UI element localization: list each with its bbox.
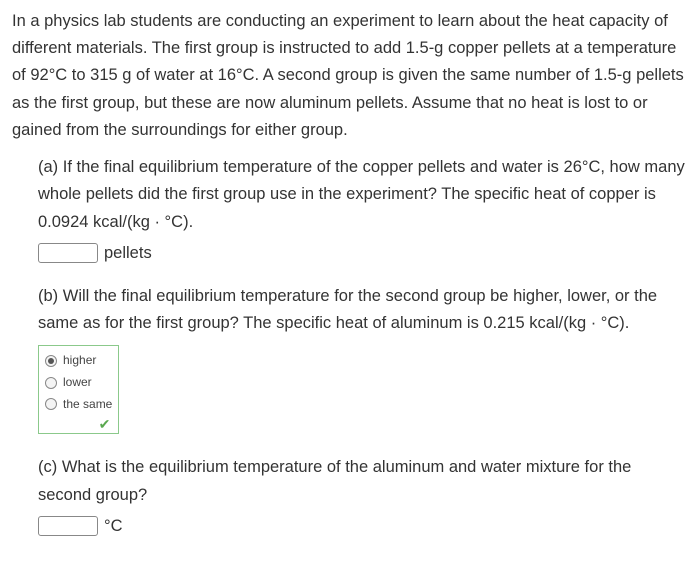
unit-a: pellets	[104, 240, 152, 267]
choice-lower[interactable]: lower	[45, 372, 112, 394]
radio-icon	[45, 377, 57, 389]
unit-c: °C	[104, 513, 123, 540]
part-b: (b) Will the final equilibrium temperatu…	[12, 283, 688, 438]
radio-icon	[45, 398, 57, 410]
part-a-prompt: (a) If the final equilibrium temperature…	[38, 154, 688, 236]
choice-label: the same	[63, 394, 112, 416]
choice-group-b: higher lower the same ✔	[38, 345, 119, 434]
choice-higher[interactable]: higher	[45, 350, 112, 372]
radio-icon	[45, 355, 57, 367]
part-c-prompt: (c) What is the equilibrium temperature …	[38, 454, 688, 508]
problem-intro: In a physics lab students are conducting…	[12, 8, 688, 144]
choice-same[interactable]: the same	[45, 394, 112, 416]
choice-label: higher	[63, 350, 96, 372]
answer-input-a[interactable]	[38, 243, 98, 263]
check-icon: ✔	[45, 415, 112, 431]
part-b-prompt: (b) Will the final equilibrium temperatu…	[38, 283, 688, 337]
part-c: (c) What is the equilibrium temperature …	[12, 454, 688, 540]
answer-input-c[interactable]	[38, 516, 98, 536]
choice-label: lower	[63, 372, 92, 394]
part-a: (a) If the final equilibrium temperature…	[12, 154, 688, 267]
